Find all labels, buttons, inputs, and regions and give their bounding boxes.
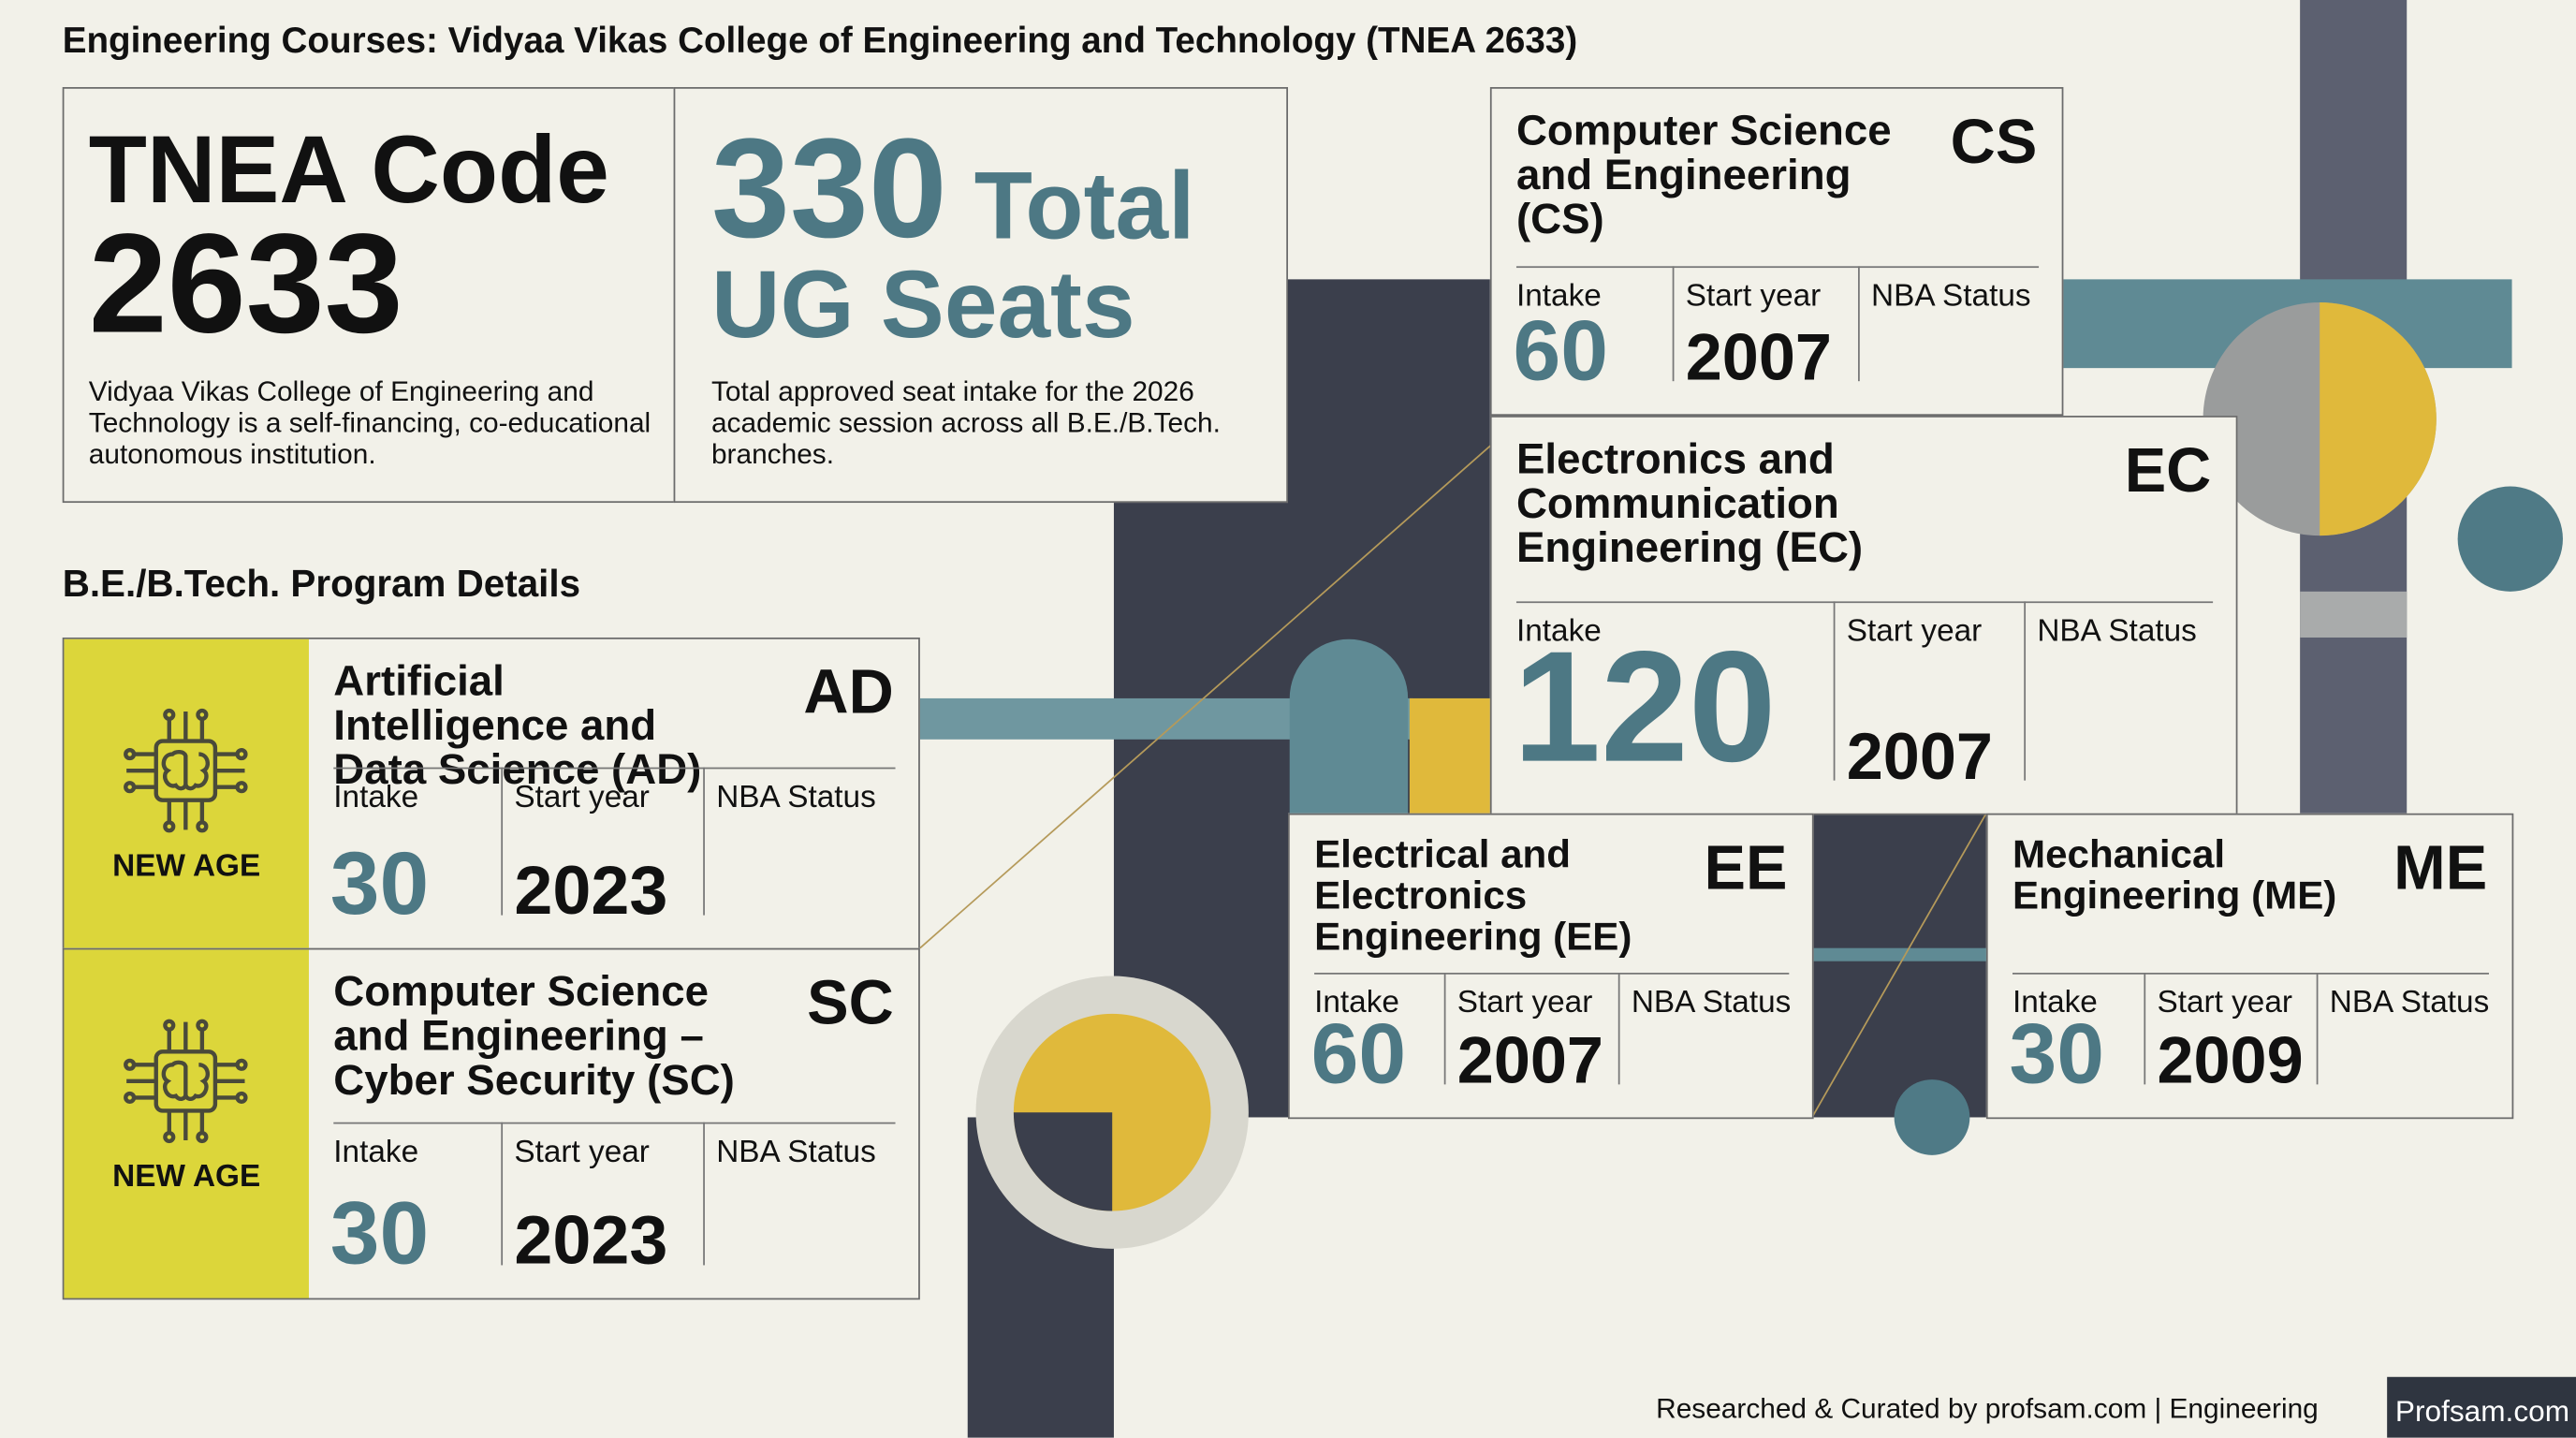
code-card: TNEA Code 2633 Vidyaa Vikas College of E…: [62, 87, 676, 504]
program-card: NEW AGE Computer Science and Engineering …: [62, 947, 920, 1300]
program-name: Electronics and Communication Engineerin…: [1515, 433, 1864, 572]
nba-status-label: NBA Status: [2329, 986, 2490, 1020]
intake-label: Intake: [1515, 279, 1602, 315]
code-label: TNEA Code: [88, 116, 609, 224]
divider: [1515, 601, 2214, 604]
program-code: EC: [2124, 436, 2212, 506]
program-card: Electronics and Communication Engineerin…: [1489, 416, 2238, 815]
divider: [333, 1122, 896, 1124]
program-card: Computer Science and Engineering (CS) CS I…: [1489, 87, 2064, 417]
code-description: Vidyaa Vikas College of Engineering and …: [88, 375, 651, 470]
divider: [1515, 266, 2040, 269]
seats-card: 330 Total UG Seats Total approved seat i…: [673, 87, 1288, 504]
nba-status-label: NBA Status: [1631, 986, 1792, 1020]
column-divider: [1858, 266, 1860, 382]
start-year-value: 2009: [2157, 1025, 2304, 1098]
seats-label: Total UG Seats: [710, 153, 1195, 359]
column-divider: [2316, 973, 2319, 1085]
badge-label: NEW AGE: [112, 849, 261, 885]
badge-icon: [120, 1016, 251, 1155]
footer-logo: Profsam.com: [2394, 1395, 2570, 1429]
column-divider: [703, 767, 705, 916]
chip-icon: [124, 1019, 248, 1144]
intake-value: 120: [1513, 619, 1777, 796]
start-year-value: 2007: [1685, 321, 1832, 395]
start-year-label: Start year: [1456, 986, 1593, 1020]
program-name: Computer Science and Engineering (CS): [1515, 105, 1892, 243]
column-divider: [501, 1122, 504, 1266]
column-divider: [1833, 601, 1836, 781]
divider: [2012, 973, 2489, 975]
column-divider: [703, 1122, 705, 1266]
seats-value: 330: [710, 110, 947, 269]
intake-value: 30: [2009, 1006, 2105, 1103]
nba-status-label: NBA Status: [716, 780, 876, 815]
start-year-value: 2023: [514, 851, 668, 929]
start-year-label: Start year: [2157, 986, 2293, 1020]
seats-description: Total approved seat intake for the 2026 …: [710, 375, 1221, 470]
footer-logo-box: Profsam.com: [2387, 1376, 2576, 1438]
column-divider: [1672, 266, 1675, 382]
badge-panel: NEW AGE: [64, 638, 309, 948]
column-divider: [501, 767, 504, 916]
page-title: Engineering Courses: Vidyaa Vikas Colleg…: [62, 20, 1578, 61]
program-code: AD: [803, 658, 894, 728]
column-divider: [2144, 973, 2146, 1085]
intake-label: Intake: [333, 780, 419, 815]
intake-label: Intake: [333, 1135, 419, 1170]
program-name: Artificial Intelligence and Data Science…: [333, 655, 702, 794]
start-year-value: 2007: [1456, 1025, 1603, 1098]
start-year-label: Start year: [1846, 614, 1983, 650]
program-card: Mechanical Engineering (ME) ME Intake Start…: [1985, 813, 2514, 1120]
intake-value: 30: [329, 834, 430, 933]
nba-status-label: NBA Status: [2037, 614, 2197, 650]
footer-credit: Researched & Curated by profsam.com | En…: [1656, 1393, 2319, 1425]
intake-label: Intake: [1314, 986, 1399, 1020]
nba-status-label: NBA Status: [1871, 279, 2031, 315]
intake-label: Intake: [2012, 986, 2098, 1020]
chip-icon: [124, 708, 248, 833]
start-year-value: 2007: [1846, 721, 1993, 794]
badge-icon: [120, 705, 251, 844]
intake-label: Intake: [1515, 614, 1602, 650]
intake-value: 30: [329, 1184, 430, 1284]
badge-label: NEW AGE: [112, 1160, 261, 1195]
program-card: NEW AGE Artificial Intelligence and Data …: [62, 637, 920, 950]
start-year-label: Start year: [1685, 279, 1822, 315]
divider: [1314, 973, 1790, 975]
divider: [333, 767, 896, 770]
badge-panel: NEW AGE: [64, 949, 309, 1299]
start-year-label: Start year: [514, 1135, 650, 1170]
code-value: 2633: [88, 205, 403, 363]
column-divider: [1617, 973, 1620, 1085]
nba-status-label: NBA Status: [716, 1135, 876, 1170]
program-name: Computer Science and Engineering – Cyber…: [333, 965, 735, 1105]
start-year-label: Start year: [514, 780, 650, 815]
program-name: Mechanical Engineering (ME): [2012, 832, 2337, 919]
column-divider: [2024, 601, 2027, 781]
section-title: B.E./B.Tech. Program Details: [62, 562, 581, 605]
program-code: EE: [1704, 834, 1788, 904]
intake-value: 60: [1310, 1006, 1407, 1103]
program-code: ME: [2393, 834, 2488, 904]
intake-value: 60: [1513, 303, 1608, 400]
column-divider: [1443, 973, 1446, 1085]
program-card: Electrical and Electronics Engineering (…: [1287, 813, 1814, 1120]
start-year-value: 2023: [514, 1200, 668, 1279]
program-code: CS: [1950, 108, 2038, 178]
program-code: SC: [807, 969, 894, 1039]
program-name: Electrical and Electronics Engineering (…: [1314, 832, 1632, 960]
